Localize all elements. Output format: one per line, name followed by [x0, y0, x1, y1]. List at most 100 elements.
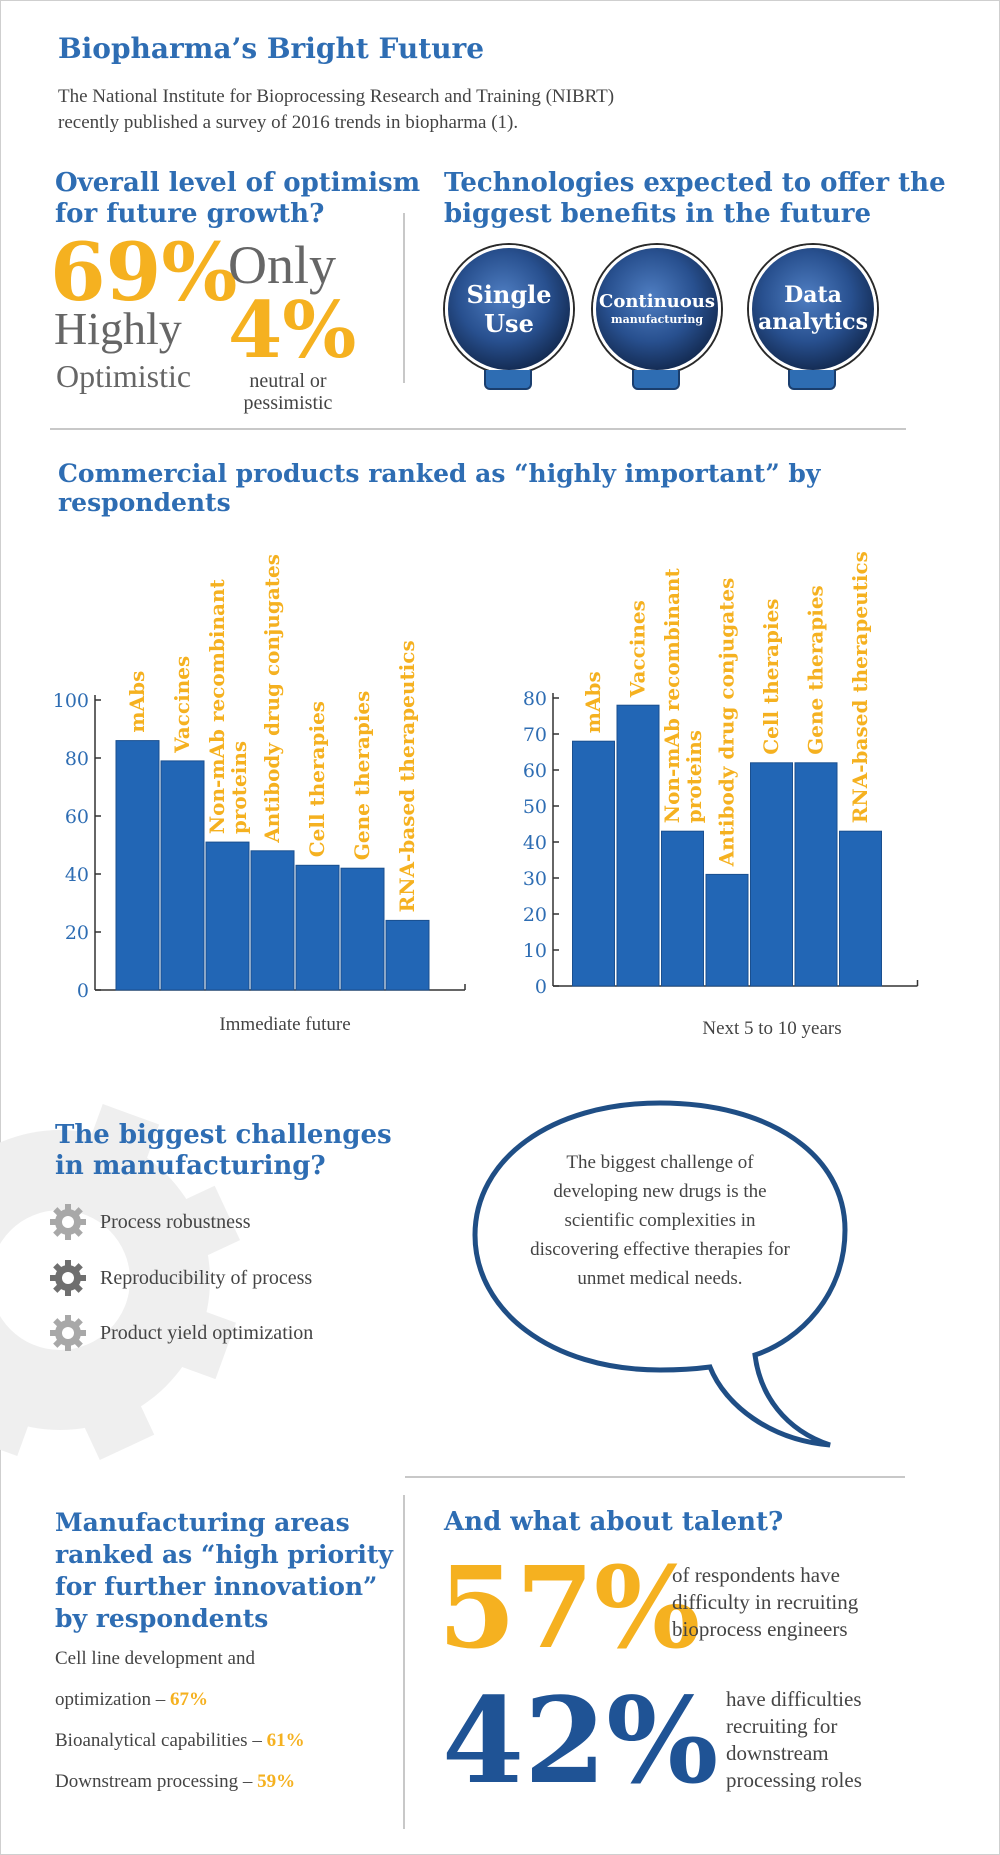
- bar: [750, 762, 793, 987]
- talent-heading: And what about talent?: [444, 1507, 784, 1537]
- section-divider-horizontal-1: [50, 428, 906, 430]
- globe-3-line-2: analytics: [758, 309, 868, 335]
- y-tick-label: 30: [523, 868, 547, 890]
- challenges-heading: The biggest challenges in manufacturing?: [55, 1120, 392, 1182]
- category-label: RNA-based therapeutics: [395, 640, 419, 912]
- y-tick-label: 40: [65, 864, 89, 886]
- optimism-high-label-2: Optimistic: [56, 358, 192, 394]
- chart-next-5-10-years: 0 10 20 30 40 50 60 70 80 mAbs Vaccines Non-mAb rec…: [523, 551, 919, 1039]
- bar: [160, 760, 205, 991]
- globe-2-line-1: Continuous: [599, 291, 715, 312]
- category-label: Gene therapies: [804, 585, 828, 755]
- section-divider-vertical-bottom: [403, 1495, 405, 1829]
- technologies-heading: Technologies expected to offer the bigge…: [444, 168, 946, 230]
- manufacturing-item-1-line-2: optimization – 67%: [55, 1689, 208, 1711]
- optimism-only-label: Only: [228, 235, 336, 295]
- manufacturing-heading-line-3: for further innovation”: [55, 1572, 378, 1601]
- technologies-heading-line-2: biggest benefits in the future: [444, 199, 872, 229]
- y-tick-label: 60: [65, 806, 89, 828]
- y-tick-label: 80: [65, 748, 89, 770]
- talent-text-2-line-4: processing roles: [726, 1768, 862, 1792]
- category-label: Gene therapies: [350, 691, 374, 861]
- talent-text-1: of respondents have difficulty in recrui…: [672, 1562, 858, 1643]
- optimism-low-pct: 4%: [228, 285, 357, 376]
- intro-line-1: The National Institute for Bioprocessing…: [58, 86, 615, 107]
- chart-immediate-future: 0 20 40 60 80 100 mAbs Vaccines Non-mAb recombin…: [53, 554, 466, 1035]
- challenges-heading-line-1: The biggest challenges: [55, 1120, 392, 1150]
- data-analytics-globe: Data analytics: [749, 245, 877, 373]
- optimism-heading: Overall level of optimism for future gro…: [55, 168, 420, 230]
- manufacturing-item-2-pct: 61%: [266, 1730, 305, 1751]
- quote-text: The biggest challenge of developing new …: [530, 1152, 790, 1289]
- talent-text-2: have difficulties recruiting for downstr…: [726, 1686, 862, 1794]
- y-tick-label: 80: [523, 688, 547, 710]
- optimism-low-label-2: pessimistic: [243, 392, 333, 414]
- optimism-low-label: neutral or pessimistic: [228, 370, 348, 414]
- globe-stand-1: [484, 370, 532, 390]
- manufacturing-item-3: Downstream processing – 59%: [55, 1771, 295, 1793]
- y-tick-label: 60: [523, 760, 547, 782]
- category-label: Antibody drug conjugates: [260, 554, 284, 844]
- bar: [705, 873, 749, 987]
- y-tick-label: 40: [523, 832, 547, 854]
- globe-1-line-1: Single: [466, 280, 552, 309]
- intro-line-2: recently published a survey of 2016 tren…: [58, 112, 519, 133]
- category-label: Cell therapies: [759, 598, 783, 754]
- challenge-item-2: Reproducibility of process: [48, 1258, 312, 1298]
- bar: [295, 864, 340, 991]
- bar: [661, 830, 704, 987]
- category-label: Cell therapies: [305, 701, 329, 857]
- globe-1-line-2: Use: [484, 309, 534, 338]
- bar: [340, 867, 385, 991]
- manufacturing-heading: Manufacturing areas ranked as “high prio…: [55, 1507, 393, 1635]
- talent-text-1-line-3: bioprocess engineers: [672, 1617, 848, 1641]
- challenge-label-2: Reproducibility of process: [100, 1266, 313, 1289]
- optimism-low-label-1: neutral or: [249, 370, 327, 392]
- challenge-label-3: Product yield optimization: [100, 1321, 314, 1344]
- talent-pct-2: 42%: [442, 1671, 719, 1810]
- talent-text-2-line-3: downstream: [726, 1741, 829, 1765]
- category-label: Vaccines: [626, 600, 650, 698]
- challenge-item-1: Process robustness: [48, 1202, 251, 1242]
- bar: [115, 740, 160, 991]
- speech-bubble: [472, 1100, 848, 1448]
- gear-icon: [50, 1315, 86, 1351]
- category-label: RNA-based therapeutics: [848, 551, 872, 823]
- manufacturing-item-2-label: Bioanalytical capabilities –: [55, 1730, 267, 1751]
- technologies-heading-line-1: Technologies expected to offer the: [444, 168, 946, 198]
- category-label: Non-mAb recombinantproteins: [205, 578, 251, 834]
- manufacturing-item-2: Bioanalytical capabilities – 61%: [55, 1730, 305, 1752]
- bar: [572, 740, 615, 987]
- y-tick-label: 0: [535, 976, 547, 998]
- challenges-heading-line-2: in manufacturing?: [55, 1151, 326, 1181]
- y-tick-label: 20: [65, 922, 89, 944]
- manufacturing-heading-line-2: ranked as “high priority: [55, 1540, 393, 1569]
- bar: [794, 762, 838, 987]
- optimism-high-label-1: Highly: [54, 303, 182, 354]
- globe-stand-2: [632, 370, 680, 390]
- optimism-high-pct: 69%: [50, 225, 238, 319]
- talent-text-2-line-1: have difficulties: [726, 1687, 862, 1711]
- talent-text-1-line-2: difficulty in recruiting: [672, 1590, 859, 1614]
- y-tick-label: 100: [53, 690, 89, 712]
- section-divider-horizontal-2: [405, 1476, 905, 1478]
- talent-pct-1: 57%: [438, 1543, 701, 1674]
- y-tick-label: 70: [523, 724, 547, 746]
- optimism-heading-line-1: Overall level of optimism: [55, 168, 421, 198]
- background-gear-icon: [0, 1104, 241, 1461]
- y-tick-label: 10: [523, 940, 547, 962]
- manufacturing-item-1-line-1: Cell line development and: [55, 1648, 255, 1669]
- manufacturing-item-1-pct: 67%: [170, 1689, 209, 1710]
- page-title: Biopharma’s Bright Future: [58, 32, 485, 65]
- globe-2-line-2: manufacturing: [610, 313, 704, 326]
- bar: [205, 841, 250, 991]
- continuous-manufacturing-globe: Continuous manufacturing: [593, 245, 721, 373]
- challenge-label-1: Process robustness: [100, 1210, 251, 1233]
- x-axis-label: Immediate future: [219, 1014, 350, 1035]
- category-label: Antibody drug conjugates: [715, 578, 739, 868]
- globe-3-line-1: Data: [784, 282, 842, 308]
- bar: [250, 850, 295, 991]
- category-label: mAbs: [125, 671, 149, 733]
- y-tick-label: 0: [77, 980, 89, 1002]
